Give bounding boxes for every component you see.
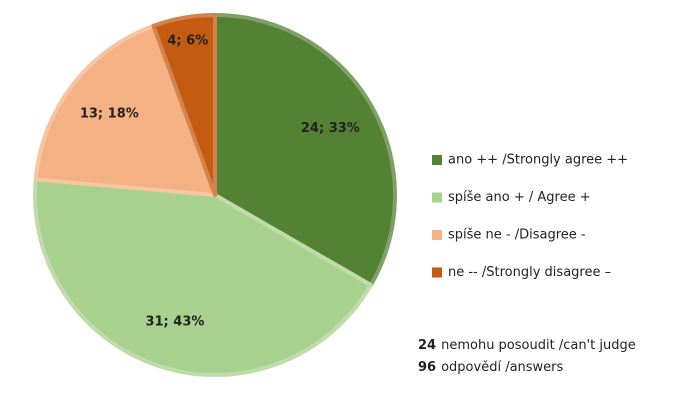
legend-swatch [432,230,442,240]
legend-swatch [432,267,442,278]
annotation-number: 24 [418,338,436,353]
data-label: 24; 33% [301,121,360,136]
legend-label: spíše ne - /Disagree - [448,228,586,243]
legend-swatch [432,192,442,203]
legend-label: spíše ano + / Agree + [448,190,591,205]
legend-swatch [432,155,442,165]
annotation-text: odpovědí /answers [441,360,563,375]
legend-label: ano ++ /Strongly agree ++ [448,153,628,168]
annotation-number: 96 [418,360,436,375]
data-label: 31; 43% [145,315,204,330]
pie-slice [33,23,217,197]
pie-slice [213,13,397,287]
pie-slice [151,13,217,197]
data-label: 13; 18% [80,106,139,121]
annotation: 24 nemohu posoudit /can't judge [418,338,636,353]
data-label: 4; 6% [167,33,208,48]
pie-slice [33,177,373,377]
annotation: 96 odpovědí /answers [418,360,564,375]
annotation-text: nemohu posoudit /can't judge [441,338,636,353]
legend-label: ne -- /Strongly disagree – [448,265,611,280]
